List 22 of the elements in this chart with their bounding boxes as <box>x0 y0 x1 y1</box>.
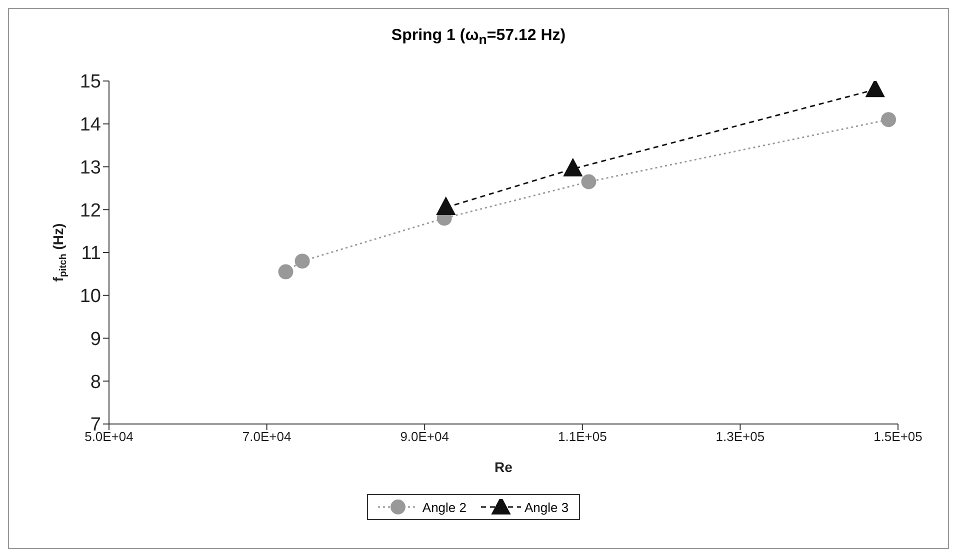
x-tick-label: 1.1E+05 <box>558 429 607 444</box>
y-tick-label: 14 <box>80 114 102 136</box>
point <box>278 264 294 280</box>
x-tick-label: 1.5E+05 <box>874 429 922 444</box>
y-tick-label: 11 <box>81 243 101 264</box>
point <box>581 174 596 190</box>
y-tick-label: 9 <box>90 328 101 350</box>
x-tick-label: 9.0E+04 <box>400 429 449 444</box>
chart-title: Spring 1 (ω$_{n}$=57.12 Hz) <box>390 26 567 49</box>
point <box>881 112 896 128</box>
legend-label: Angle 3 <box>524 500 569 514</box>
point <box>294 254 310 269</box>
y-tick-label: 8 <box>90 372 101 393</box>
y-tick-label: 13 <box>80 157 101 178</box>
legend-label: Angle 2 <box>422 500 466 514</box>
y-tick-label: 15 <box>80 72 101 93</box>
point <box>866 81 885 98</box>
x-tick-label: 7.0E+04 <box>242 429 292 444</box>
x-tick-label: 1.3E+05 <box>716 429 765 444</box>
y-tick-label: 12 <box>80 200 101 222</box>
x-axis-title: Re <box>494 459 513 475</box>
y-tick-label: 10 <box>80 286 101 308</box>
